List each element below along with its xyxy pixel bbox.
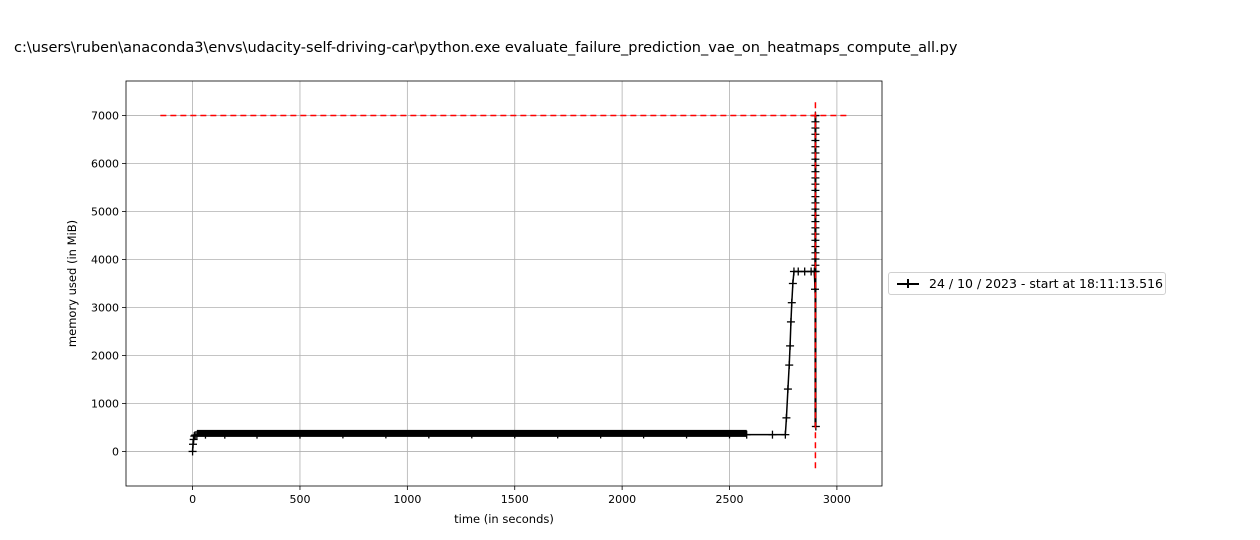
- x-axis-label: time (in seconds): [454, 512, 554, 526]
- x-tick-label: 1500: [501, 493, 529, 506]
- x-tick-label: 2000: [608, 493, 636, 506]
- x-tick-label: 3000: [823, 493, 851, 506]
- y-tick-label: 5000: [91, 206, 119, 219]
- legend-marker-swatch: [907, 279, 909, 288]
- y-tick-label: 6000: [91, 158, 119, 171]
- figure-title: c:\users\ruben\anaconda3\envs\udacity-se…: [14, 40, 958, 56]
- y-tick-label: 7000: [91, 110, 119, 123]
- y-tick-label: 2000: [91, 349, 119, 362]
- plot-area: [126, 81, 882, 486]
- x-tick-label: 0: [189, 493, 196, 506]
- x-tick-label: 2500: [716, 493, 744, 506]
- y-tick-label: 3000: [91, 301, 119, 314]
- y-axis-label: memory used (in MiB): [65, 220, 79, 347]
- y-tick-label: 1000: [91, 397, 119, 410]
- x-tick-label: 1000: [393, 493, 421, 506]
- y-tick-label: 4000: [91, 254, 119, 267]
- y-tick-label: 0: [112, 445, 119, 458]
- chart-legend: 24 / 10 / 2023 - start at 18:11:13.516: [888, 272, 1166, 295]
- x-tick-label: 500: [289, 493, 310, 506]
- axes-frame: [125, 80, 883, 487]
- legend-label: 24 / 10 / 2023 - start at 18:11:13.516: [929, 276, 1163, 291]
